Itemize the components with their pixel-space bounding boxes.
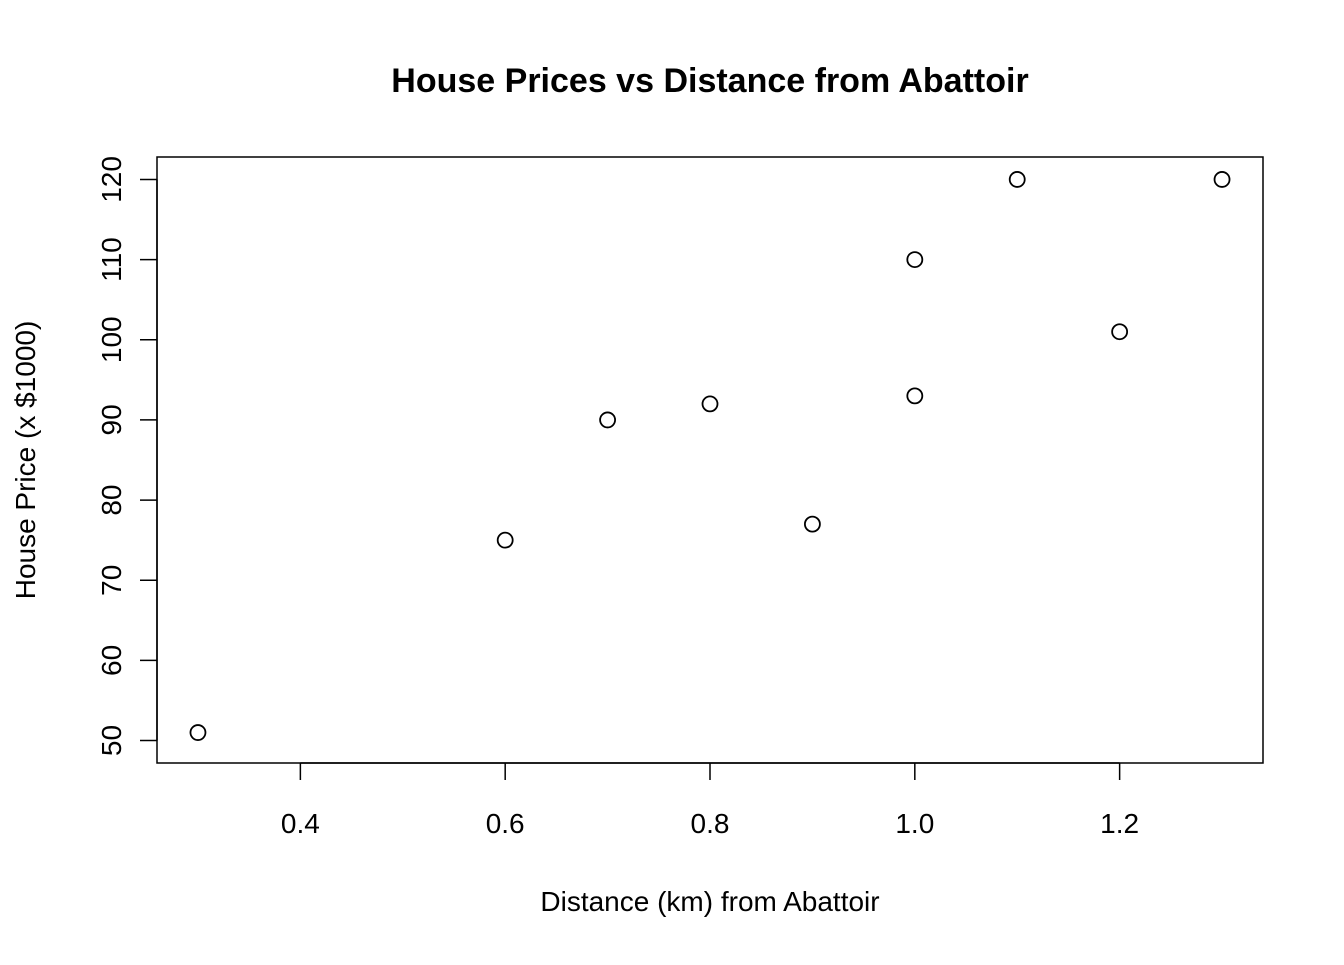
x-tick-label: 0.6 <box>486 808 525 839</box>
y-tick-label: 110 <box>96 237 127 282</box>
data-point <box>599 411 616 429</box>
chart-title: House Prices vs Distance from Abattoir <box>391 62 1028 100</box>
data-point <box>496 531 514 549</box>
y-axis-label: House Price (x $1000) <box>10 321 41 600</box>
x-axis: 0.4 0.6 0.8 1.0 1.2 <box>281 762 1139 839</box>
data-point <box>1008 171 1026 188</box>
y-tick-label: 60 <box>96 645 127 676</box>
x-axis-label: Distance (km) from Abattoir <box>540 886 879 917</box>
data-point <box>701 395 719 413</box>
data-point <box>1111 323 1129 341</box>
data-point <box>804 515 821 533</box>
data-point <box>906 387 924 405</box>
data-point <box>1213 171 1231 188</box>
plot-frame <box>156 156 1264 764</box>
data-points <box>189 171 1231 741</box>
y-tick-label: 100 <box>96 316 127 363</box>
y-tick-label: 70 <box>96 565 127 596</box>
y-tick-label: 120 <box>96 156 127 203</box>
x-tick-label: 1.2 <box>1100 808 1139 839</box>
y-axis: 50 60 70 80 90 100 110 120 <box>96 156 158 756</box>
y-tick-label: 80 <box>96 485 127 516</box>
x-tick-label: 1.0 <box>895 808 934 839</box>
data-point <box>189 724 207 741</box>
y-tick-label: 90 <box>96 404 127 435</box>
data-point <box>906 251 924 269</box>
y-tick-label: 50 <box>96 725 127 756</box>
x-tick-label: 0.8 <box>691 808 730 839</box>
x-tick-label: 0.4 <box>281 808 320 839</box>
